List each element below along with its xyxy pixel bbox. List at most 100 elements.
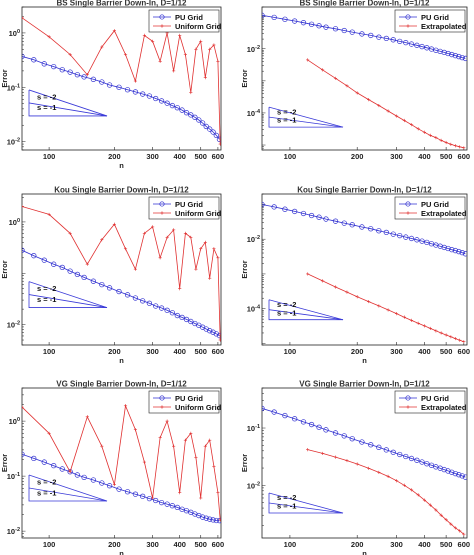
- data-point-plus: [386, 109, 390, 113]
- y-axis-label: Error: [0, 454, 9, 472]
- data-point-circle: [81, 74, 87, 80]
- data-point-circle: [164, 307, 170, 313]
- data-point-circle: [271, 14, 277, 21]
- plot-series-group: [22, 204, 221, 342]
- data-point-circle: [459, 249, 465, 256]
- x-tick-label: 200: [351, 347, 364, 356]
- x-tick-label: 400: [418, 540, 431, 549]
- data-point-plus: [333, 455, 338, 459]
- x-tick-label: 400: [418, 347, 431, 356]
- data-point-plus: [183, 52, 188, 57]
- x-tick-label: 600: [212, 540, 225, 549]
- y-axis-label: Error: [0, 69, 9, 87]
- slope-label-s1: s = -1: [37, 103, 56, 112]
- data-point-circle: [376, 34, 382, 40]
- data-point-plus: [85, 415, 89, 419]
- data-point-circle: [368, 32, 374, 39]
- data-point-circle: [300, 210, 307, 217]
- data-point-plus: [306, 447, 310, 452]
- x-axis-label: n: [119, 549, 124, 555]
- data-point-plus: [112, 29, 117, 33]
- data-point-circle: [59, 466, 65, 472]
- data-point-plus: [462, 532, 466, 536]
- data-point-plus: [112, 222, 117, 226]
- data-point-circle: [414, 42, 420, 48]
- y-tick-label: 10-2: [7, 527, 20, 536]
- data-point-plus: [394, 114, 399, 118]
- data-point-circle: [428, 462, 435, 468]
- data-point-circle: [445, 468, 451, 474]
- data-point-circle: [383, 35, 389, 42]
- legend-label: Extrapolated: [421, 22, 467, 31]
- data-point-plus: [462, 146, 466, 150]
- data-point-circle: [368, 226, 374, 232]
- slope-label-s1: s = -1: [277, 502, 296, 511]
- data-point-plus: [444, 518, 448, 522]
- legend-label: Extrapolated: [421, 209, 467, 218]
- x-tick-label: 200: [108, 540, 121, 549]
- legend-label: PU Grid: [421, 13, 449, 22]
- data-point-plus: [320, 279, 325, 283]
- data-point-plus: [47, 212, 51, 217]
- data-point-plus: [189, 90, 193, 95]
- data-point-plus: [165, 419, 169, 423]
- data-point-plus: [439, 331, 443, 335]
- data-point-circle: [203, 515, 209, 521]
- data-point-circle: [164, 501, 170, 507]
- data-point-circle: [262, 405, 265, 412]
- data-point-plus: [194, 455, 198, 459]
- data-point-circle: [459, 54, 465, 61]
- data-point-circle: [74, 271, 81, 278]
- data-point-plus: [172, 228, 176, 232]
- data-point-plus: [444, 333, 448, 337]
- data-point-plus: [183, 438, 188, 442]
- data-point-plus: [208, 438, 212, 442]
- x-tick-label: 600: [212, 347, 225, 356]
- data-point-circle: [158, 499, 165, 506]
- data-point-circle: [207, 126, 213, 132]
- legend-swatch-marker: [159, 201, 165, 207]
- data-point-circle: [216, 518, 221, 524]
- data-point-circle: [397, 451, 403, 458]
- legend-swatch-marker: [405, 201, 411, 207]
- x-tick-label: 300: [390, 540, 403, 549]
- data-point-circle: [183, 316, 190, 323]
- data-point-circle: [140, 91, 146, 97]
- data-point-plus: [172, 69, 176, 73]
- data-point-circle: [132, 491, 139, 497]
- data-point-plus: [306, 272, 310, 276]
- data-point-circle: [349, 436, 355, 442]
- data-point-plus: [218, 142, 221, 146]
- y-axis-label: Error: [0, 260, 9, 278]
- data-point-circle: [22, 451, 25, 457]
- x-tick-label: 200: [351, 540, 364, 549]
- data-point-circle: [408, 455, 415, 462]
- x-tick-label: 300: [146, 152, 159, 161]
- data-point-plus: [386, 474, 390, 478]
- data-point-circle: [146, 495, 153, 502]
- data-point-plus: [377, 103, 381, 108]
- data-point-plus: [194, 47, 198, 51]
- legend-label: PU Grid: [175, 200, 203, 209]
- data-point-circle: [207, 328, 213, 334]
- data-point-plus: [203, 444, 207, 448]
- data-point-circle: [51, 261, 57, 267]
- data-point-circle: [199, 120, 206, 126]
- y-axis-label: Error: [240, 260, 249, 278]
- data-point-plus: [133, 267, 138, 271]
- chart-panel-4: Kou Single Barrier Down-In, D=1/12 Error n…: [240, 186, 470, 366]
- data-point-circle: [452, 247, 459, 254]
- data-point-plus: [355, 91, 359, 95]
- data-point-plus: [377, 470, 381, 474]
- data-point-plus: [194, 267, 198, 271]
- data-point-circle: [424, 461, 430, 467]
- data-point-plus: [367, 299, 371, 304]
- data-point-circle: [106, 285, 113, 291]
- data-point-circle: [282, 16, 288, 22]
- data-point-plus: [449, 142, 453, 146]
- data-point-plus: [416, 321, 420, 325]
- data-point-plus: [439, 513, 443, 517]
- data-point-circle: [452, 52, 459, 59]
- data-point-circle: [323, 216, 329, 222]
- data-point-circle: [67, 469, 73, 475]
